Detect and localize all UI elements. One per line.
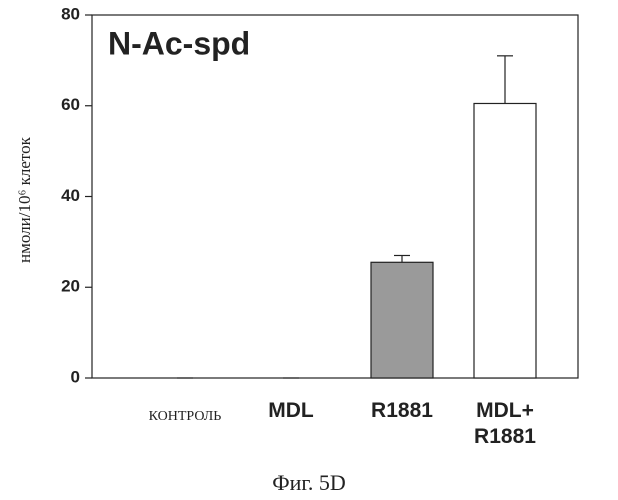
annotation: N-Ac-spd bbox=[108, 25, 250, 61]
y-tick-label: 0 bbox=[71, 367, 80, 386]
caption: Фиг. 5D bbox=[272, 470, 346, 495]
bar bbox=[474, 103, 536, 378]
x-tick-label: MDL+ R1881 bbox=[474, 398, 536, 450]
y-axis-label: нмоли/10⁶ клеток bbox=[15, 136, 34, 263]
bar bbox=[371, 262, 433, 378]
x-tick-label: R1881 bbox=[371, 398, 433, 424]
y-tick-label: 60 bbox=[61, 95, 80, 114]
page: N-Ac-spd нмоли/10⁶ клеток Фиг. 5D 0 20 40 6… bbox=[0, 0, 618, 500]
y-tick-label: 40 bbox=[61, 186, 80, 205]
y-tick-label: 20 bbox=[61, 277, 80, 296]
y-tick-label: 80 bbox=[61, 4, 80, 23]
x-tick-label: КОНТРОЛЬ bbox=[149, 404, 222, 430]
x-tick-label: MDL bbox=[268, 398, 314, 424]
